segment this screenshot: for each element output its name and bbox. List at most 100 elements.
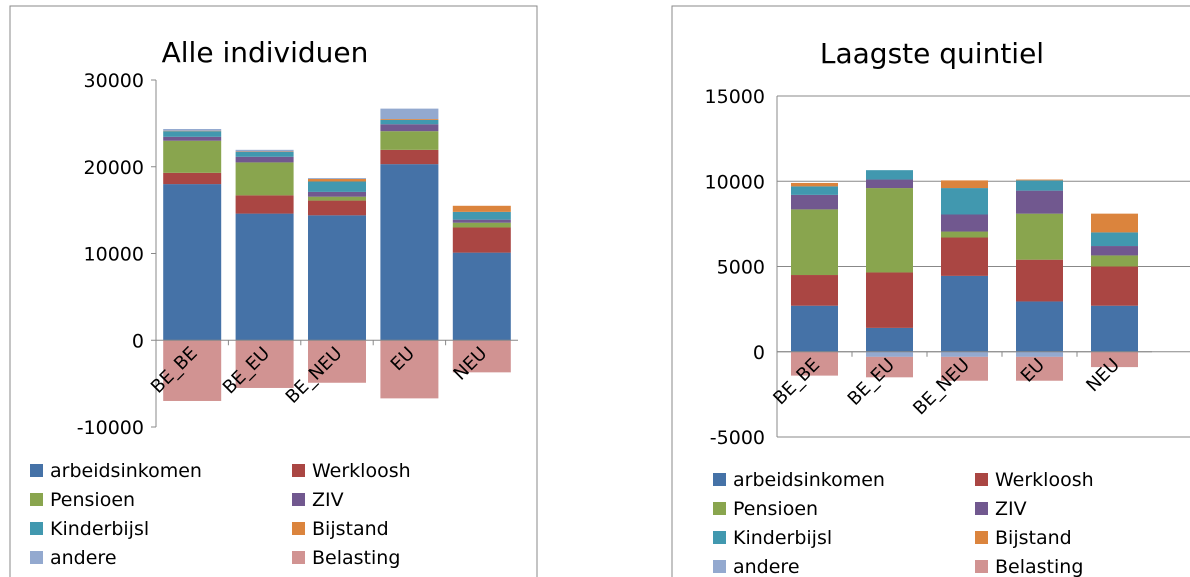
bar-segment (1016, 356, 1063, 381)
bar-segment (163, 136, 222, 141)
bar-segment (1016, 180, 1063, 191)
bar-segment (380, 340, 439, 399)
bar-segment (163, 172, 222, 185)
legend-label: Werkloosh (995, 469, 1094, 491)
legend-swatch (30, 551, 43, 564)
legend-label: Belasting (995, 556, 1083, 577)
legend-label: Belasting (312, 547, 400, 569)
legend-label: Bijstand (995, 527, 1072, 549)
y-tick-label: 20000 (84, 157, 144, 179)
bar-segment (308, 200, 366, 216)
bar-segment (1016, 213, 1063, 260)
y-tick-label: 0 (132, 330, 144, 352)
legend-swatch (30, 464, 43, 477)
bar-segment (791, 186, 838, 195)
bar-segment (941, 275, 988, 352)
bar-segment (163, 184, 222, 341)
bar-segment (163, 131, 222, 137)
bar-segment (791, 351, 838, 376)
bar-segment (1016, 179, 1063, 181)
legend-swatch (292, 522, 305, 535)
bar-segment (866, 170, 913, 180)
bar-segment (308, 191, 366, 197)
bar-segment (941, 188, 988, 215)
legend-swatch (713, 560, 726, 573)
bar-segment (1016, 190, 1063, 214)
legend-label: Werkloosh (312, 460, 411, 482)
legend-swatch (975, 560, 988, 573)
bar-segment (1091, 266, 1138, 306)
bar-segment (1016, 351, 1063, 357)
legend-swatch (713, 473, 726, 486)
legend-swatch (292, 551, 305, 564)
legend-label: ZIV (312, 489, 344, 511)
legend-label: Kinderbijsl (733, 527, 832, 549)
y-tick-label: 30000 (84, 70, 144, 92)
legend-swatch (292, 464, 305, 477)
bar-segment (791, 275, 838, 306)
bar-segment (380, 119, 439, 120)
bar-segment (235, 152, 294, 157)
chart-title: Laagste quintiel (820, 37, 1044, 70)
y-tick-label: 0 (753, 342, 765, 364)
bar-segment (380, 131, 439, 150)
legend-label: andere (733, 556, 800, 577)
bar-segment (791, 305, 838, 352)
bar-segment (452, 219, 511, 223)
bar-segment (308, 340, 366, 383)
legend-label: Bijstand (312, 518, 389, 540)
bar-segment (1016, 259, 1063, 302)
legend-label: Pensioen (50, 489, 135, 511)
legend-label: arbeidsinkomen (50, 460, 202, 482)
bar-segment (1091, 351, 1138, 368)
bar-segment (235, 340, 294, 388)
bar-segment (866, 327, 913, 352)
y-tick-label: 5000 (717, 257, 765, 279)
bar-segment (235, 162, 294, 196)
y-tick-label: -10000 (77, 417, 144, 439)
y-tick-label: -5000 (710, 427, 765, 449)
bar-segment (235, 149, 294, 152)
legend-swatch (713, 502, 726, 515)
legend-label: ZIV (995, 498, 1027, 520)
bar-segment (235, 213, 294, 341)
bar-segment (380, 108, 439, 120)
chart-title: Alle individuen (162, 36, 369, 69)
bar-segment (308, 178, 366, 179)
legend-swatch (292, 493, 305, 506)
bar-segment (1091, 246, 1138, 256)
legend-swatch (30, 522, 43, 535)
bar-segment (1091, 232, 1138, 247)
legend-swatch (713, 531, 726, 544)
bar-segment (1091, 213, 1138, 233)
legend-label: andere (50, 547, 117, 569)
bar-segment (866, 272, 913, 328)
y-tick-label: 10000 (705, 171, 765, 193)
bar-segment (308, 178, 366, 182)
legend-swatch (30, 493, 43, 506)
y-tick-label: 10000 (84, 244, 144, 266)
bar-segment (452, 340, 511, 373)
bar-segment (941, 237, 988, 276)
y-tick-label: 15000 (705, 86, 765, 108)
bar-segment (941, 180, 988, 189)
bar-segment (380, 119, 439, 125)
legend-swatch (975, 473, 988, 486)
legend-swatch (975, 502, 988, 515)
bar-segment (163, 129, 222, 131)
bar-segment (866, 188, 913, 273)
bar-segment (791, 209, 838, 276)
legend-swatch (975, 531, 988, 544)
bar-segment (235, 195, 294, 214)
bar-segment (941, 356, 988, 381)
bar-segment (235, 156, 294, 163)
legend-label: Kinderbijsl (50, 518, 149, 540)
bar-segment (452, 227, 511, 253)
bar-segment (941, 351, 988, 357)
bar-segment (308, 181, 366, 192)
bar-segment (452, 222, 511, 228)
bar-segment (163, 340, 222, 401)
bar-segment (791, 182, 838, 187)
bar-segment (380, 124, 439, 132)
